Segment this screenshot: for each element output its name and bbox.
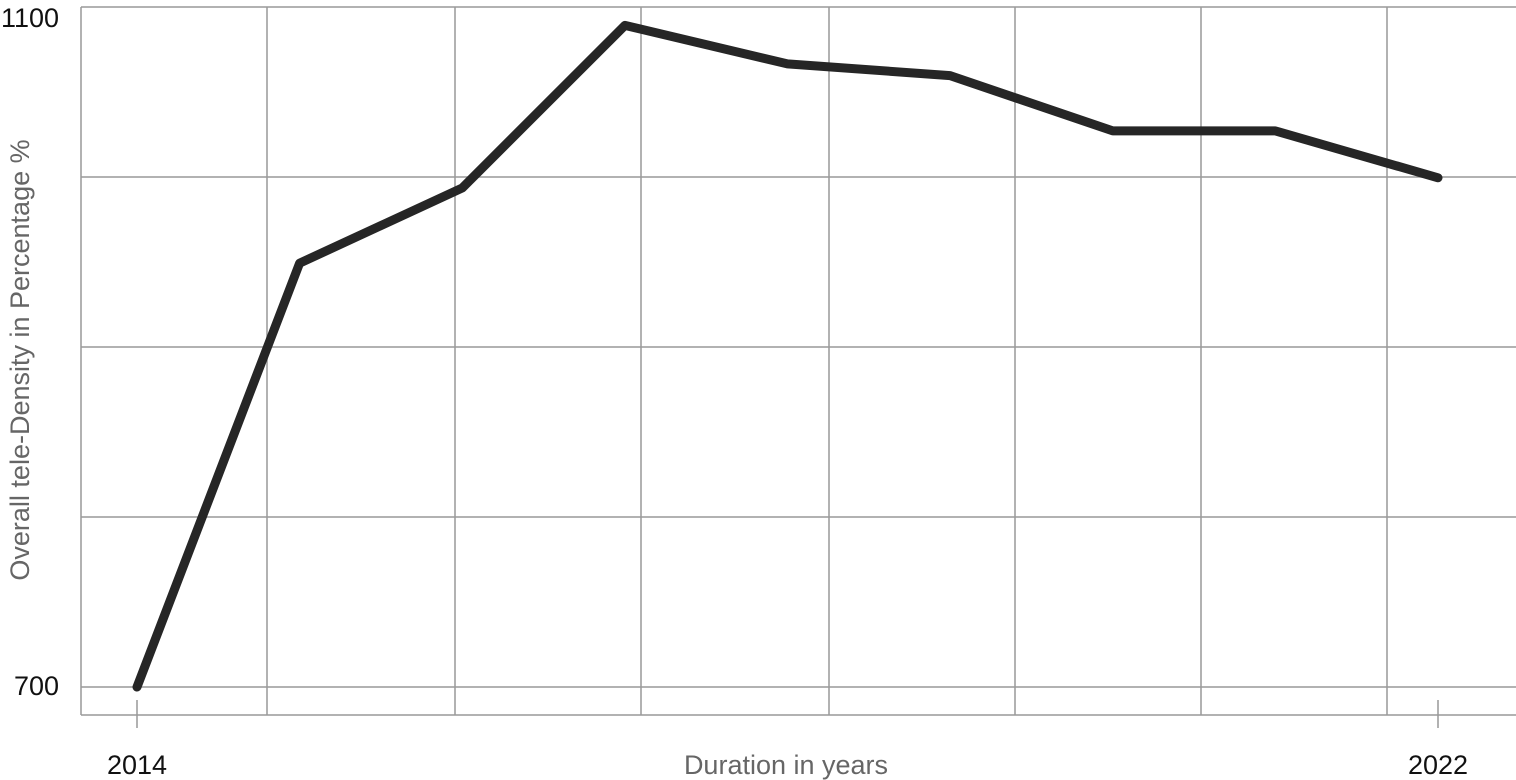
data-points	[136, 24, 1439, 688]
data-point-8	[1437, 176, 1439, 179]
y-tick-label-top: 1100	[1, 3, 59, 33]
y-axis-title: Overall tele-Density in Percentage %	[5, 139, 35, 580]
x-axis-title: Duration in years	[684, 750, 888, 780]
series-line	[132, 20, 1443, 692]
y-tick-label-bottom: 700	[14, 671, 59, 701]
axes	[81, 700, 1516, 728]
grid	[80, 6, 1516, 715]
data-point-7	[1274, 129, 1277, 132]
x-tick-label-end: 2022	[1408, 750, 1468, 780]
x-tick-label-start: 2014	[107, 750, 167, 780]
data-point-6	[1111, 129, 1114, 132]
data-point-0	[136, 686, 138, 688]
data-point-4	[786, 62, 789, 65]
data-point-3	[623, 24, 626, 27]
data-point-2	[461, 186, 464, 189]
data-point-1	[298, 262, 301, 265]
data-point-5	[949, 74, 952, 77]
